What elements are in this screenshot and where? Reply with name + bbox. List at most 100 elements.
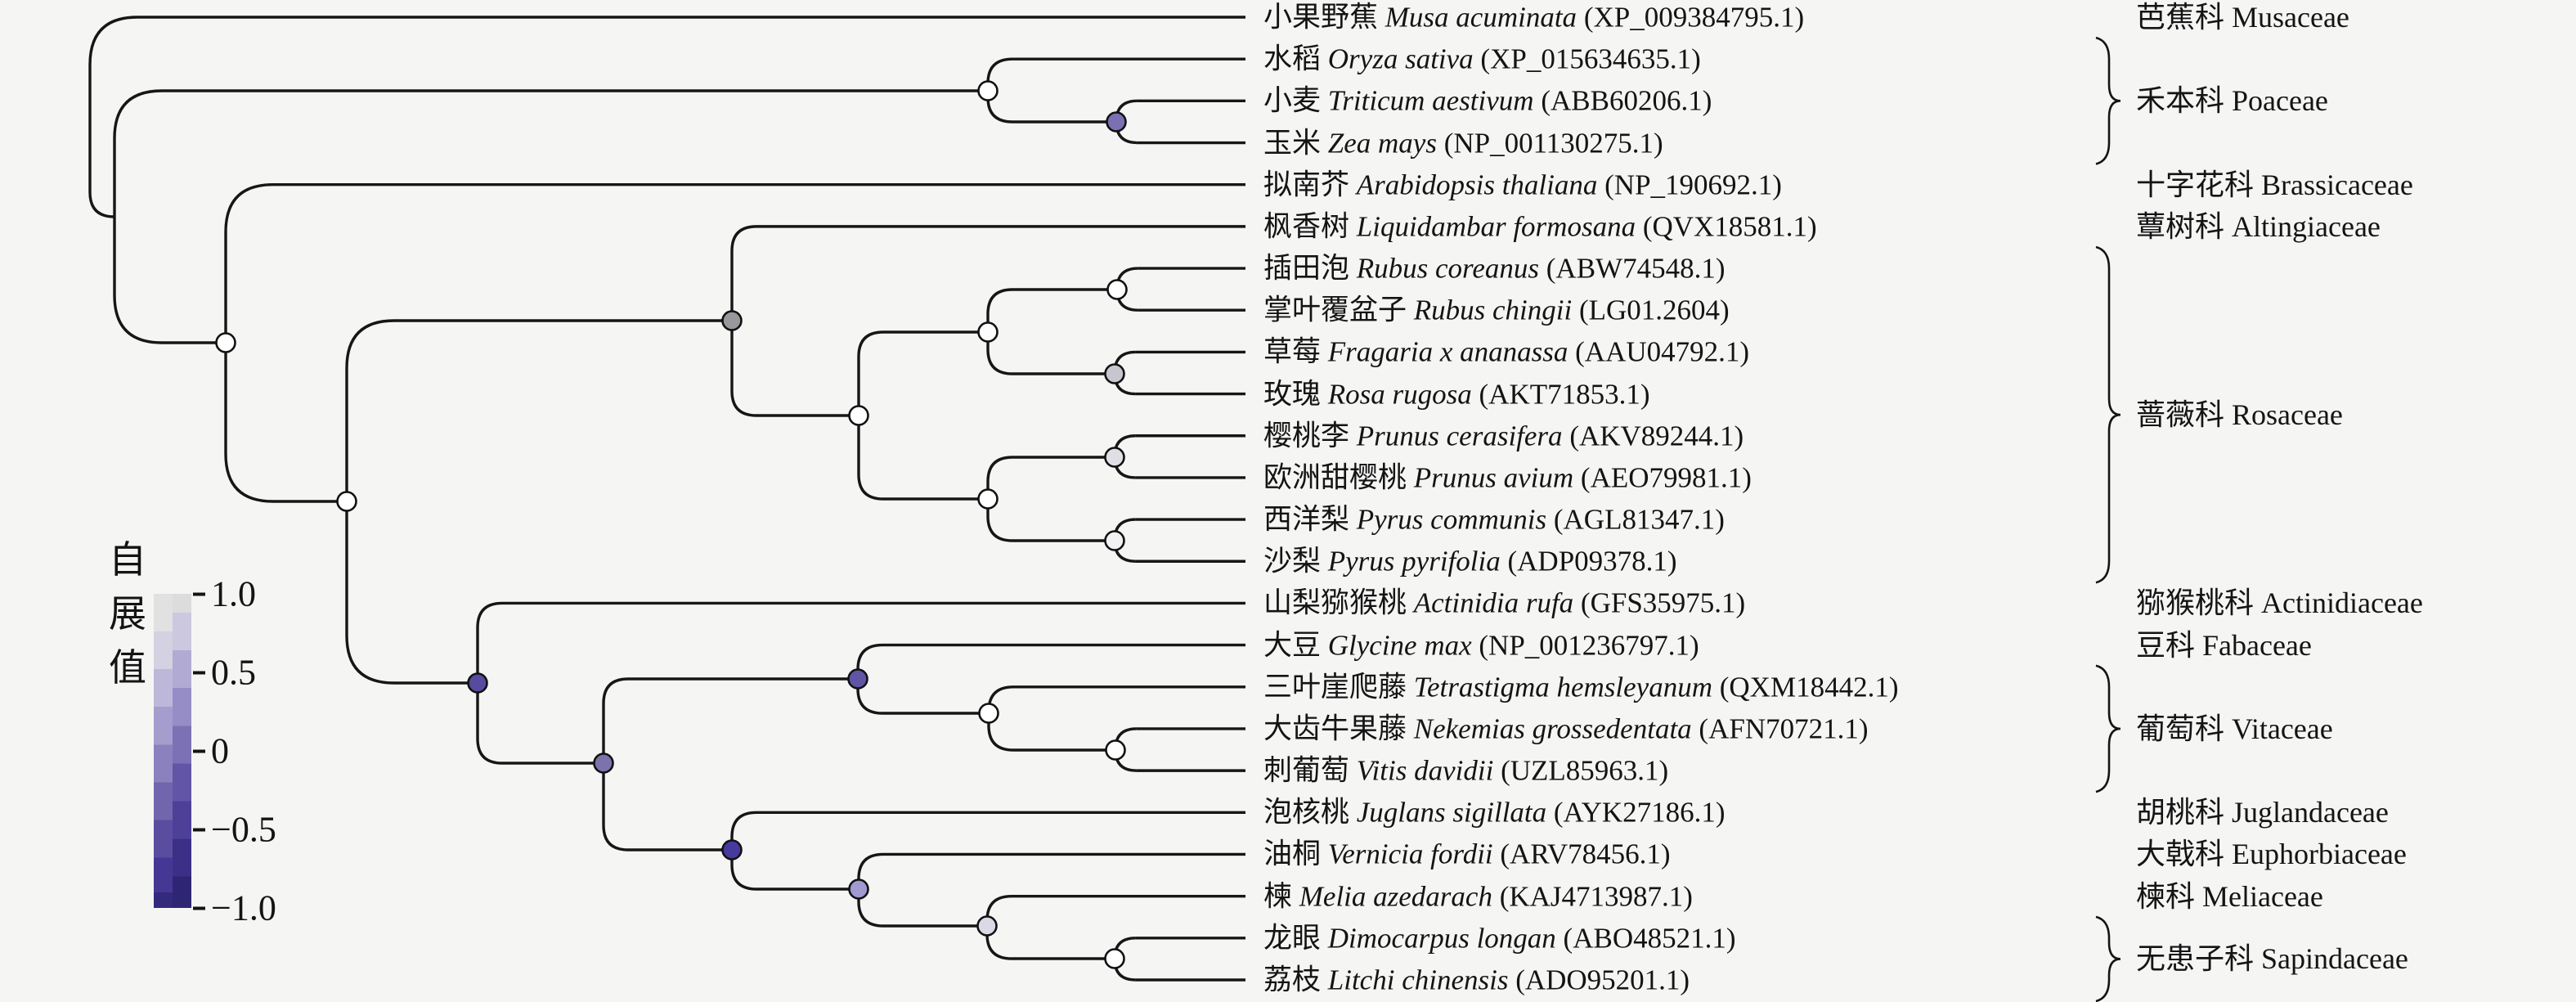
- leaf-accession: (XP_009384795.1): [1577, 1, 1805, 34]
- leaf-accession: (XP_015634635.1): [1473, 43, 1701, 75]
- bootstrap-node-circle: [976, 915, 998, 937]
- leaf-label: 插田泡 Rubus coreanus (ABW74548.1): [1263, 254, 1726, 283]
- bootstrap-node-circle: [336, 491, 357, 512]
- leaf-latin-name: Liquidambar formosana: [1356, 210, 1636, 243]
- legend-tick: 0.5: [193, 652, 256, 694]
- leaf-label: 掌叶覆盆子 Rubus chingii (LG01.2604): [1263, 296, 1730, 325]
- leaf-chinese-name: 草莓: [1263, 335, 1328, 368]
- tick-dash: [193, 671, 205, 674]
- legend-title: 自展值: [109, 539, 156, 689]
- leaf-latin-name: Prunus avium: [1413, 461, 1574, 494]
- leaf-latin-name: Pyrus communis: [1356, 503, 1547, 536]
- family-label: 蕈树科 Altingiaceae: [2136, 209, 2381, 243]
- leaf-chinese-name: 油桐: [1263, 838, 1328, 870]
- family-brace: [2095, 245, 2121, 584]
- bootstrap-node-circle: [1106, 111, 1127, 133]
- leaf-accession: (AAU04792.1): [1568, 335, 1750, 368]
- leaf-chinese-name: 玫瑰: [1263, 378, 1328, 411]
- family-label: 豆科 Fabaceae: [2136, 628, 2312, 662]
- family-label: 葡萄科 Vitaceae: [2136, 712, 2333, 745]
- leaf-latin-name: Rubus coreanus: [1356, 252, 1540, 285]
- leaf-accession: (QXM18442.1): [1712, 671, 1899, 703]
- leaf-label: 草莓 Fragaria x ananassa (AAU04792.1): [1263, 338, 1749, 366]
- leaf-latin-name: Arabidopsis thaliana: [1356, 168, 1598, 201]
- family-label: 十字花科 Brassicaceae: [2136, 168, 2413, 201]
- leaf-latin-name: Zea mays: [1327, 127, 1437, 160]
- leaf-label: 水稻 Oryza sativa (XP_015634635.1): [1263, 45, 1701, 74]
- leaf-latin-name: Glycine max: [1327, 629, 1472, 662]
- bootstrap-node-circle: [1105, 739, 1126, 761]
- family-label: 芭蕉科 Musaceae: [2136, 1, 2349, 34]
- leaf-label: 刺葡萄 Vitis davidii (UZL85963.1): [1263, 757, 1668, 785]
- leaf-accession: (QVX18581.1): [1636, 210, 1817, 243]
- leaf-latin-name: Dimocarpus longan: [1327, 922, 1556, 955]
- leaf-latin-name: Triticum aestivum: [1327, 84, 1534, 117]
- leaf-chinese-name: 插田泡: [1263, 252, 1357, 285]
- leaf-label: 大豆 Glycine max (NP_001236797.1): [1263, 631, 1699, 659]
- leaf-label: 玉米 Zea mays (NP_001130275.1): [1263, 128, 1663, 157]
- leaf-accession: (AGL81347.1): [1546, 503, 1725, 536]
- leaf-chinese-name: 山梨猕猴桃: [1263, 586, 1414, 619]
- family-label: 禾本科 Poaceae: [2136, 84, 2328, 118]
- leaf-chinese-name: 龙眼: [1263, 922, 1328, 955]
- leaf-accession: (ARV78456.1): [1492, 838, 1671, 870]
- bootstrap-node-circle: [593, 753, 614, 774]
- legend-tick: −0.5: [193, 809, 276, 851]
- bootstrap-node-circle: [721, 310, 743, 331]
- legend-tick: −1.0: [193, 887, 276, 929]
- leaf-chinese-name: 小果野蕉: [1263, 1, 1385, 34]
- leaf-latin-name: Rubus chingii: [1413, 294, 1573, 326]
- leaf-label: 山梨猕猴桃 Actinidia rufa (GFS35975.1): [1263, 589, 1745, 618]
- leaf-chinese-name: 水稻: [1263, 43, 1328, 75]
- leaf-accession: (KAJ4713987.1): [1492, 880, 1693, 913]
- leaf-accession: (AYK27186.1): [1546, 796, 1726, 829]
- leaf-accession: (NP_001130275.1): [1436, 127, 1663, 160]
- leaf-latin-name: Vernicia fordii: [1327, 838, 1493, 870]
- leaf-label: 楝 Melia azedarach (KAJ4713987.1): [1263, 882, 1693, 910]
- family-label: 无患子科 Sapindaceae: [2136, 942, 2408, 976]
- bootstrap-node-circle: [848, 878, 869, 900]
- leaf-accession: (ADO95201.1): [1508, 964, 1690, 996]
- legend-colorbar-left-strip: [154, 594, 173, 908]
- leaf-accession: (AKT71853.1): [1471, 378, 1650, 411]
- leaf-chinese-name: 沙梨: [1263, 545, 1328, 577]
- family-label: 猕猴桃科 Actinidiaceae: [2136, 586, 2423, 620]
- tick-dash: [193, 592, 205, 595]
- tick-label: −1.0: [211, 887, 276, 928]
- leaf-accession: (NP_001236797.1): [1471, 629, 1699, 662]
- leaf-latin-name: Melia azedarach: [1299, 880, 1492, 913]
- leaf-latin-name: Oryza sativa: [1327, 43, 1474, 75]
- family-brace: [2095, 36, 2121, 165]
- family-label: 大戟科 Euphorbiaceae: [2136, 838, 2407, 871]
- leaf-chinese-name: 小麦: [1263, 84, 1328, 117]
- legend-tick: 1.0: [193, 573, 256, 615]
- leaf-label: 拟南芥 Arabidopsis thaliana (NP_190692.1): [1263, 170, 1782, 199]
- tree-branch: [113, 89, 163, 344]
- bootstrap-node-circle: [1106, 279, 1128, 300]
- bootstrap-node-circle: [847, 668, 868, 690]
- leaf-chinese-name: 欧洲甜樱桃: [1263, 461, 1414, 494]
- bootstrap-node-circle: [977, 488, 999, 510]
- tick-label: 0.5: [211, 652, 256, 693]
- leaf-label: 沙梨 Pyrus pyrifolia (ADP09378.1): [1263, 547, 1677, 576]
- bootstrap-node-circle: [1104, 447, 1125, 468]
- leaf-chinese-name: 泡核桃: [1263, 796, 1357, 829]
- leaf-latin-name: Musa acuminata: [1384, 1, 1577, 34]
- leaf-accession: (UZL85963.1): [1493, 754, 1669, 787]
- bootstrap-node-circle: [721, 839, 743, 860]
- leaf-accession: (ADP09378.1): [1500, 545, 1677, 577]
- leaf-accession: (AFN70721.1): [1691, 712, 1869, 745]
- leaf-accession: (NP_190692.1): [1597, 168, 1782, 201]
- leaf-label: 欧洲甜樱桃 Prunus avium (AEO79981.1): [1263, 463, 1752, 492]
- leaf-accession: (AKV89244.1): [1562, 420, 1744, 452]
- leaf-chinese-name: 西洋梨: [1263, 503, 1357, 536]
- leaf-chinese-name: 荔枝: [1263, 964, 1328, 996]
- leaf-label: 三叶崖爬藤 Tetrastigma hemsleyanum (QXM18442.…: [1263, 672, 1898, 701]
- leaf-chinese-name: 玉米: [1263, 127, 1328, 160]
- leaf-chinese-name: 大齿牛果藤: [1263, 712, 1414, 745]
- leaf-latin-name: Rosa rugosa: [1327, 378, 1472, 411]
- leaf-label: 西洋梨 Pyrus communis (AGL81347.1): [1263, 505, 1725, 534]
- leaf-chinese-name: 枫香树: [1263, 210, 1357, 243]
